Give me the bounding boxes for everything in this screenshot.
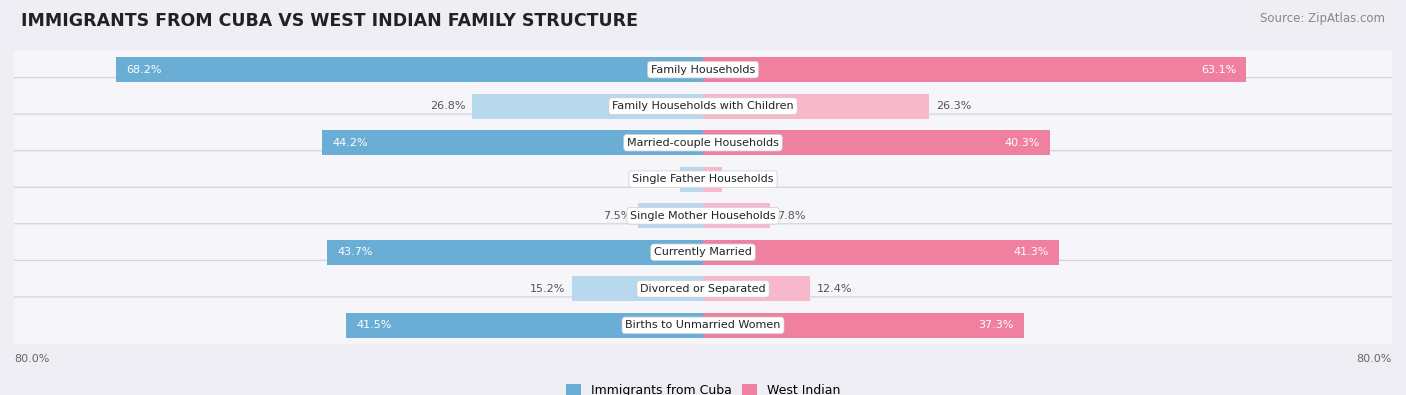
Text: 80.0%: 80.0% [1357, 354, 1392, 364]
Legend: Immigrants from Cuba, West Indian: Immigrants from Cuba, West Indian [561, 379, 845, 395]
Text: 15.2%: 15.2% [530, 284, 565, 294]
Text: Currently Married: Currently Married [654, 247, 752, 257]
Bar [703, 240, 1059, 265]
Text: 2.2%: 2.2% [728, 174, 758, 184]
FancyBboxPatch shape [11, 260, 1395, 317]
Bar [638, 203, 703, 228]
Bar [703, 276, 810, 301]
Text: 7.5%: 7.5% [603, 211, 631, 221]
Text: 26.3%: 26.3% [936, 101, 972, 111]
Text: Source: ZipAtlas.com: Source: ZipAtlas.com [1260, 12, 1385, 25]
Text: Single Mother Households: Single Mother Households [630, 211, 776, 221]
Text: Family Households with Children: Family Households with Children [612, 101, 794, 111]
Text: 7.8%: 7.8% [778, 211, 806, 221]
Bar [703, 57, 1246, 82]
Bar [115, 57, 703, 82]
Text: Family Households: Family Households [651, 65, 755, 75]
Text: 63.1%: 63.1% [1201, 65, 1236, 75]
Bar [703, 203, 770, 228]
Bar [703, 130, 1050, 155]
Text: 40.3%: 40.3% [1004, 138, 1039, 148]
FancyBboxPatch shape [11, 187, 1395, 244]
Bar [703, 167, 721, 192]
Bar [346, 313, 703, 338]
Text: 26.8%: 26.8% [430, 101, 465, 111]
Text: 44.2%: 44.2% [333, 138, 368, 148]
Text: 43.7%: 43.7% [337, 247, 373, 257]
Bar [326, 240, 703, 265]
Text: Single Father Households: Single Father Households [633, 174, 773, 184]
Text: IMMIGRANTS FROM CUBA VS WEST INDIAN FAMILY STRUCTURE: IMMIGRANTS FROM CUBA VS WEST INDIAN FAMI… [21, 12, 638, 30]
Bar [679, 167, 703, 192]
Text: Births to Unmarried Women: Births to Unmarried Women [626, 320, 780, 330]
FancyBboxPatch shape [11, 41, 1395, 98]
Bar [703, 94, 929, 118]
FancyBboxPatch shape [11, 224, 1395, 281]
Bar [322, 130, 703, 155]
Text: Divorced or Separated: Divorced or Separated [640, 284, 766, 294]
Text: 37.3%: 37.3% [979, 320, 1014, 330]
Text: Married-couple Households: Married-couple Households [627, 138, 779, 148]
Text: 80.0%: 80.0% [14, 354, 49, 364]
Bar [572, 276, 703, 301]
FancyBboxPatch shape [11, 114, 1395, 171]
Text: 41.3%: 41.3% [1012, 247, 1049, 257]
FancyBboxPatch shape [11, 151, 1395, 208]
Text: 2.7%: 2.7% [644, 174, 673, 184]
Text: 12.4%: 12.4% [817, 284, 852, 294]
Bar [472, 94, 703, 118]
Bar [703, 313, 1024, 338]
FancyBboxPatch shape [11, 297, 1395, 354]
Text: 41.5%: 41.5% [356, 320, 391, 330]
FancyBboxPatch shape [11, 78, 1395, 135]
Text: 68.2%: 68.2% [127, 65, 162, 75]
